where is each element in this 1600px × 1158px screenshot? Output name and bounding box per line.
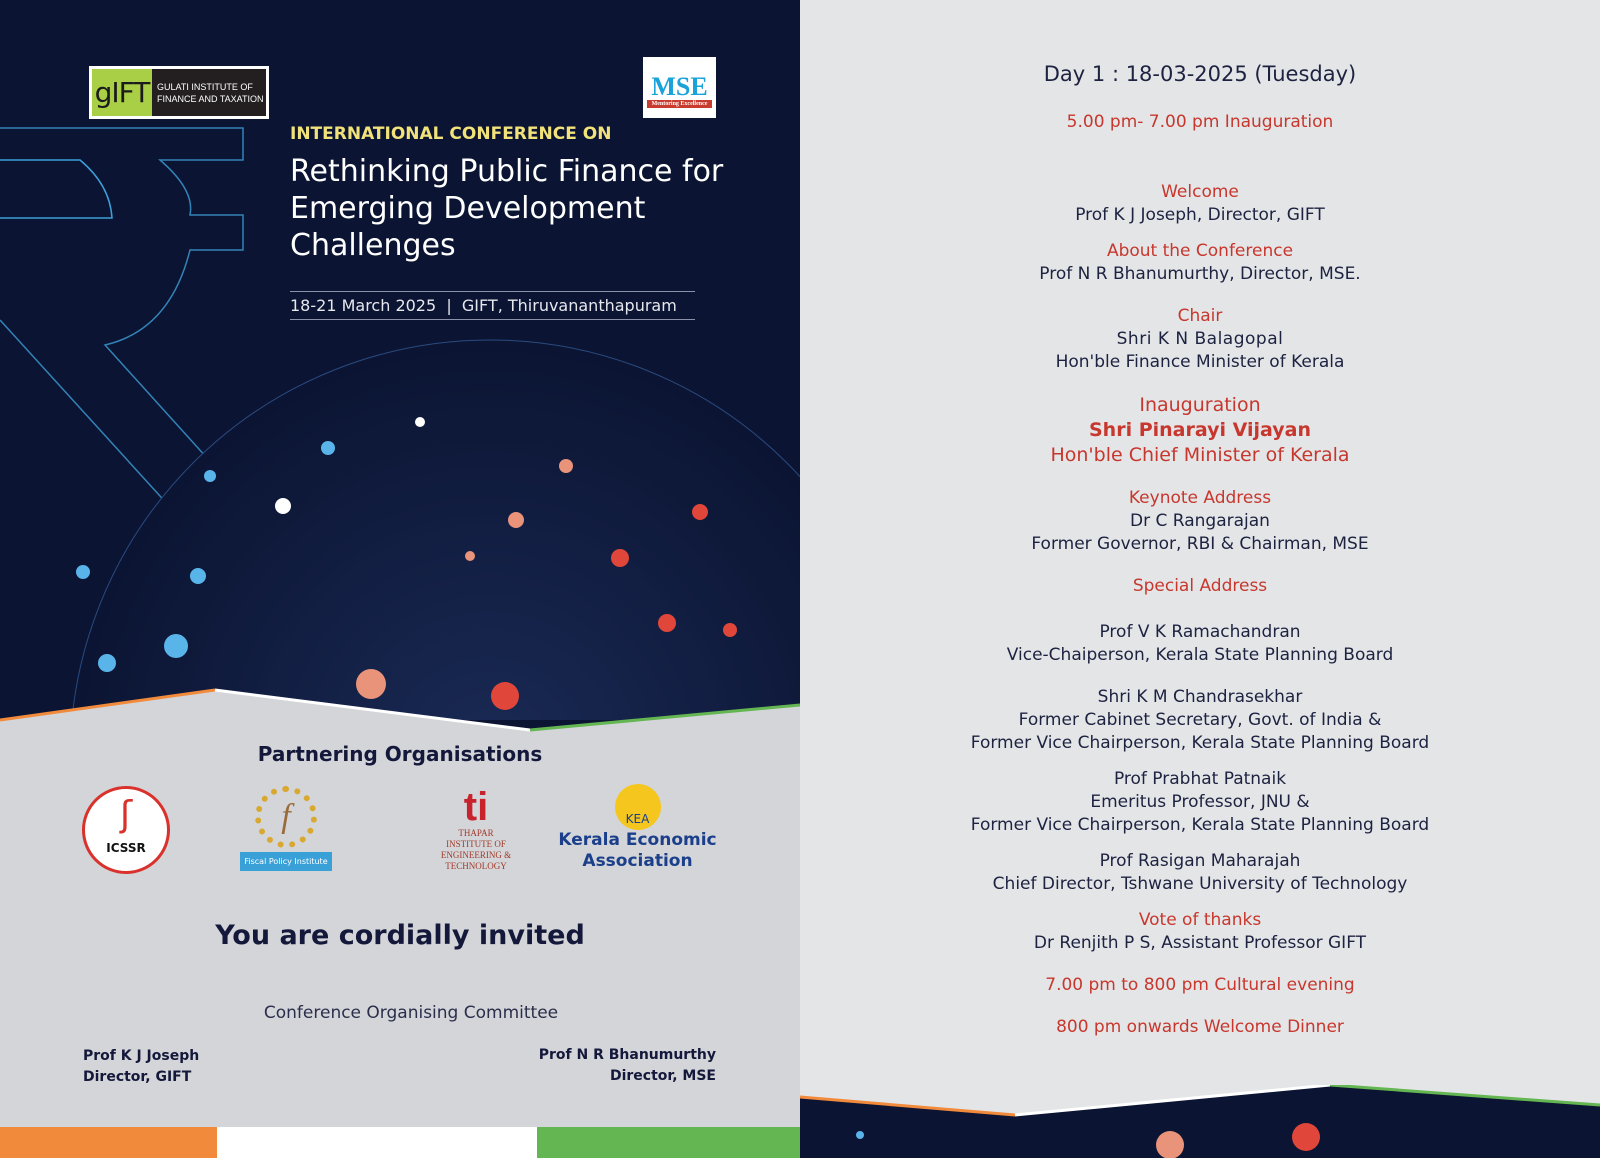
item-name: Prof N R Bhanumurthy, Director, MSE. — [1039, 264, 1361, 284]
mse-logo: MSE Mentoring Excellence — [643, 57, 716, 118]
kea-mark: KEA — [614, 784, 661, 830]
kea-logo: KEA Kerala Economic Association — [545, 784, 730, 872]
item-role: Keynote Address — [1128, 488, 1272, 508]
item-name: Shri K N Balagopal — [1116, 329, 1284, 349]
inauguration-time: 5.00 pm- 7.00 pm Inauguration — [1066, 112, 1334, 132]
invitation-cover: gIFT GULATI INSTITUTE OF FINANCE AND TAX… — [0, 0, 800, 1158]
rupee-globe-graphic — [0, 127, 800, 720]
icssr-label: ICSSR — [106, 841, 146, 855]
item-desc: Former Governor, RBI & Chairman, MSE — [1031, 534, 1369, 554]
lower-panel — [0, 690, 800, 1158]
mse-logo-mark: MSE — [651, 72, 708, 101]
divider-lines — [0, 688, 800, 732]
item-role: Vote of thanks — [1138, 910, 1262, 930]
invitation-line: You are cordially invited — [215, 920, 585, 951]
conference-kicker: INTERNATIONAL CONFERENCE ON — [290, 124, 612, 144]
network-nodes — [76, 417, 425, 672]
item-name: Dr C Rangarajan — [1130, 511, 1270, 531]
fpi-label: Fiscal Policy Institute — [240, 852, 332, 871]
signatory-role: Director, GIFT — [83, 1069, 192, 1085]
gift-logo-text: GULATI INSTITUTE OF FINANCE AND TAXATION — [152, 69, 266, 116]
day-heading: Day 1 : 18-03-2025 (Tuesday) — [1043, 62, 1357, 86]
signatory-name: Prof N R Bhanumurthy — [538, 1047, 716, 1063]
item-desc: Hon'ble Finance Minister of Kerala — [1055, 352, 1345, 372]
cultural-evening: 7.00 pm to 800 pm Cultural evening — [1045, 975, 1355, 995]
item-role: Special Address — [1132, 576, 1268, 596]
item-desc: Former Cabinet Secretary, Govt. of India… — [1018, 710, 1382, 730]
dates-venue: 18-21 March 2025 | GIFT, Thiruvananthapu… — [290, 291, 695, 320]
item-role: Welcome — [1161, 182, 1239, 202]
programme-page: Day 1 : 18-03-2025 (Tuesday) 5.00 pm- 7.… — [800, 0, 1600, 1158]
item-name: Prof K J Joseph, Director, GIFT — [1075, 205, 1325, 225]
thapar-mark: ti — [463, 785, 489, 829]
green-band — [537, 1127, 800, 1158]
gift-logo: gIFT GULATI INSTITUTE OF FINANCE AND TAX… — [89, 66, 269, 119]
item-desc: Hon'ble Chief Minister of Kerala — [1050, 444, 1350, 466]
item-name: Prof Rasigan Maharajah — [1099, 851, 1301, 871]
signatory-mse: Prof N R Bhanumurthy Director, MSE — [539, 1045, 716, 1087]
item-desc: Vice-Chaiperson, Kerala State Planning B… — [1006, 645, 1394, 665]
mse-logo-tagline: Mentoring Excellence — [647, 100, 712, 108]
item-name: Dr Renjith P S, Assistant Professor GIFT — [1033, 933, 1367, 953]
white-band — [217, 1127, 537, 1158]
item-role: Inauguration — [1139, 394, 1261, 416]
item-name: Shri Pinarayi Vijayan — [1089, 419, 1311, 441]
signatory-role: Director, MSE — [609, 1068, 716, 1084]
bottom-globe-strip — [800, 1085, 1600, 1158]
item-role: Chair — [1177, 306, 1223, 326]
orange-band — [0, 1127, 217, 1158]
organising-committee: Conference Organising Committee — [263, 1003, 559, 1023]
item-desc: Former Vice Chairperson, Kerala State Pl… — [970, 733, 1430, 753]
item-desc: Former Vice Chairperson, Kerala State Pl… — [970, 815, 1430, 835]
icssr-logo: ʃ ICSSR — [82, 786, 170, 874]
fiscal-policy-institute-logo: f Fiscal Policy Institute — [240, 786, 332, 871]
conference-title: Rethinking Public Finance for Emerging D… — [290, 154, 724, 263]
item-desc: Chief Director, Tshwane University of Te… — [992, 874, 1408, 894]
item-name: Prof V K Ramachandran — [1099, 622, 1301, 642]
partners-heading: Partnering Organisations — [257, 742, 543, 766]
item-desc: Emeritus Professor, JNU & — [1090, 792, 1310, 812]
signatory-gift: Prof K J Joseph Director, GIFT — [83, 1046, 199, 1088]
welcome-dinner: 800 pm onwards Welcome Dinner — [1056, 1017, 1344, 1037]
kea-label: Kerala Economic Association — [558, 830, 717, 871]
thapar-logo: ti THAPAR INSTITUTE OF ENGINEERING & TEC… — [436, 786, 516, 872]
item-name: Shri K M Chandrasekhar — [1097, 687, 1303, 707]
item-role: About the Conference — [1106, 241, 1294, 261]
gift-logo-mark: gIFT — [92, 69, 152, 116]
signatory-name: Prof K J Joseph — [83, 1048, 200, 1064]
item-name: Prof Prabhat Patnaik — [1113, 769, 1287, 789]
thapar-label: THAPAR INSTITUTE OF ENGINEERING & TECHNO… — [440, 828, 512, 871]
